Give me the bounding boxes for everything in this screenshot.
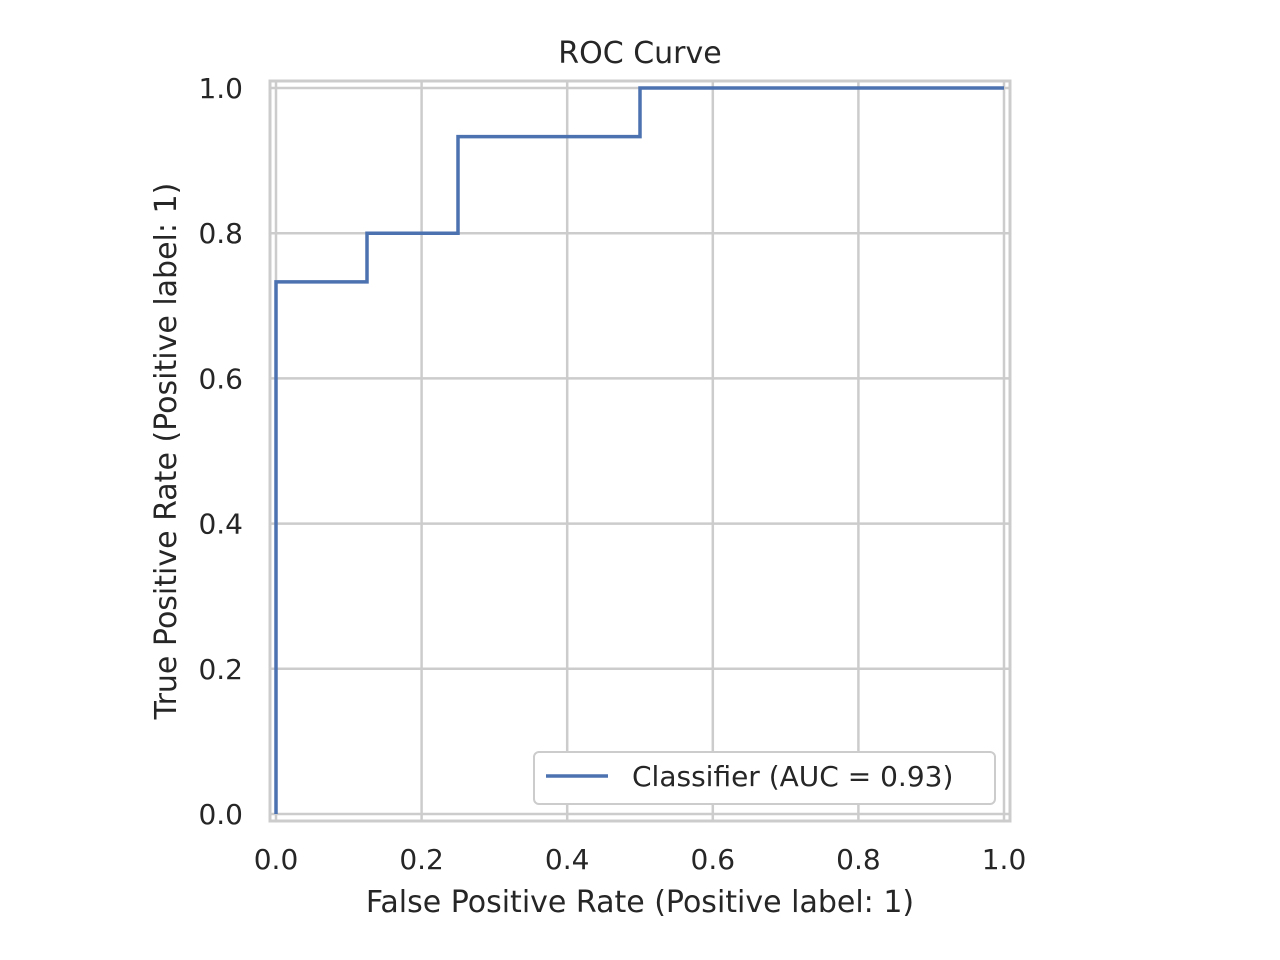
x-tick-label: 0.2	[399, 843, 444, 876]
y-axis-label: True Positive Rate (Positive label: 1)	[149, 183, 184, 721]
x-axis-label: False Positive Rate (Positive label: 1)	[366, 885, 914, 920]
grid-lines	[270, 81, 1010, 821]
plot-frame	[268, 79, 1012, 823]
legend: Classifier (AUC = 0.93)	[533, 751, 996, 805]
x-tick-label: 0.6	[691, 843, 736, 876]
tick-labels: 0.0 0.2 0.4 0.6 0.8 1.0 0.0 0.2 0.4 0.6 0.8 1.0	[198, 72, 1026, 876]
y-tick-label: 0.8	[198, 217, 243, 250]
y-tick-label: 0.6	[198, 362, 243, 395]
chart-title: ROC Curve	[558, 36, 721, 71]
y-tick-label: 0.0	[198, 798, 243, 831]
series-layer	[274, 86, 1004, 814]
legend-box	[533, 751, 996, 805]
y-tick-label: 1.0	[198, 72, 243, 105]
y-tick-label: 0.2	[198, 653, 243, 686]
x-tick-label: 0.0	[254, 843, 299, 876]
series-line-classifier	[274, 86, 1004, 814]
x-tick-label: 0.4	[545, 843, 590, 876]
x-tick-label: 0.8	[836, 843, 881, 876]
y-tick-label: 0.4	[198, 508, 243, 541]
x-tick-label: 1.0	[982, 843, 1027, 876]
legend-label-classifier: Classifier (AUC = 0.93)	[632, 760, 953, 793]
